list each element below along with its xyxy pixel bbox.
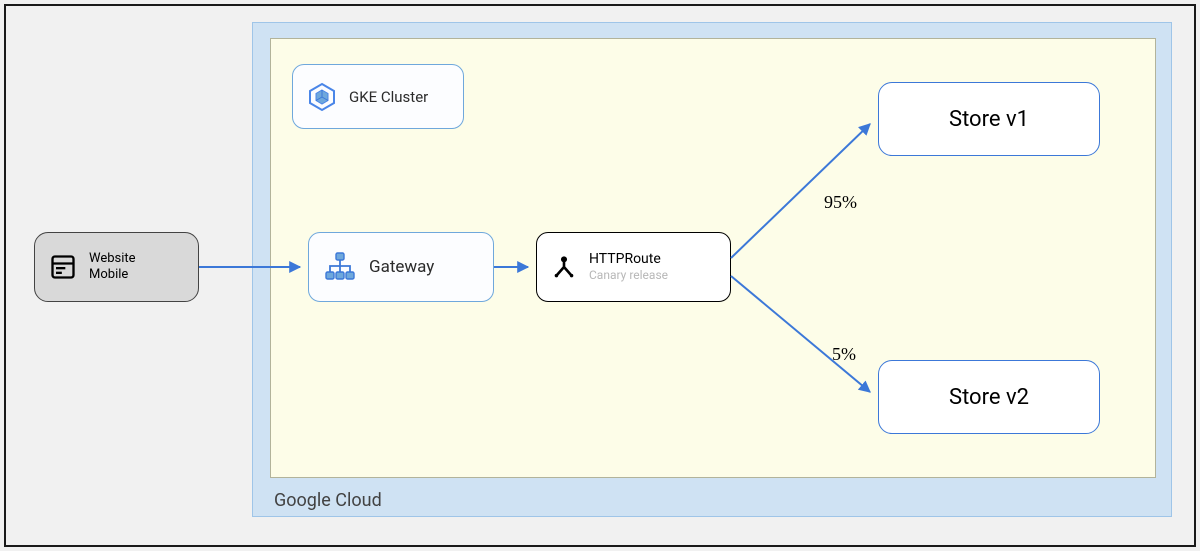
- httproute-sublabel: Canary release: [589, 268, 668, 282]
- gateway-hierarchy-icon: [323, 250, 357, 284]
- webpage-icon: [49, 253, 77, 281]
- google-cloud-label: Google Cloud: [274, 490, 382, 511]
- store-v1-label: Store v1: [949, 107, 1029, 132]
- client-node: Website Mobile: [34, 232, 199, 302]
- gke-label: GKE Cluster: [349, 88, 428, 106]
- httproute-label: HTTPRoute: [589, 251, 668, 268]
- route-split-icon: [551, 254, 577, 280]
- httproute-node: HTTPRoute Canary release: [536, 232, 731, 302]
- store-v1-node: Store v1: [878, 82, 1100, 156]
- edge-label-95: 95%: [824, 192, 857, 213]
- store-v2-node: Store v2: [878, 360, 1100, 434]
- client-label-1: Website: [89, 251, 136, 267]
- edge-label-5: 5%: [832, 344, 856, 365]
- gke-hexagon-icon: [307, 82, 337, 112]
- diagram-canvas: Google Cloud Website Mobile: [0, 0, 1200, 551]
- client-label-2: Mobile: [89, 267, 136, 283]
- store-v2-label: Store v2: [949, 385, 1029, 410]
- gke-cluster-node: GKE Cluster: [292, 64, 464, 129]
- gateway-label: Gateway: [369, 257, 434, 277]
- gateway-node: Gateway: [308, 232, 494, 302]
